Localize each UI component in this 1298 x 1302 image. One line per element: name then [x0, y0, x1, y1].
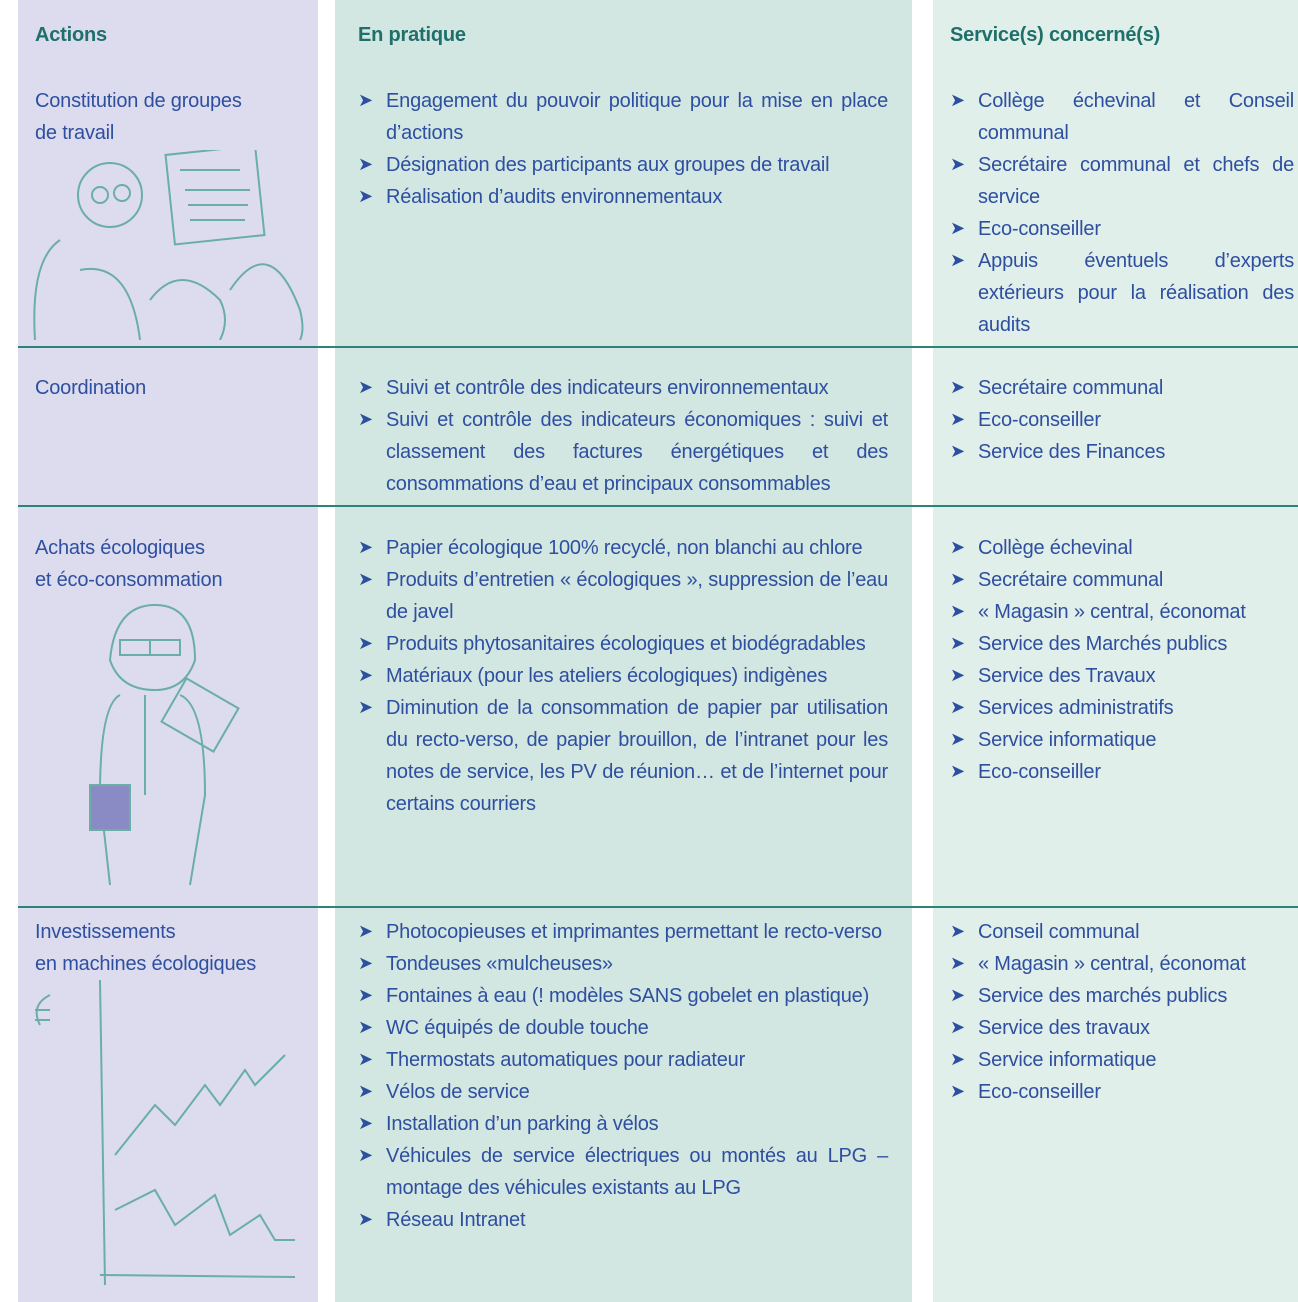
practice-item: Véhicules de service électriques ou mont…	[358, 1140, 888, 1204]
services-cell: Secrétaire communalEco-conseillerService…	[950, 372, 1294, 468]
service-item: Secrétaire communal et chefs de service	[950, 149, 1294, 213]
service-item: Collège échevinal	[950, 532, 1294, 564]
action-text: Achats écologiques	[35, 537, 205, 559]
practice-item: Engagement du pouvoir politique pour la …	[358, 85, 888, 149]
action-text: Investissements	[35, 921, 176, 943]
practice-item: Vélos de service	[358, 1076, 888, 1108]
practice-item: Papier écologique 100% recyclé, non blan…	[358, 532, 888, 564]
practice-item: Suivi et contrôle des indicateurs économ…	[358, 404, 888, 500]
service-item: Service informatique	[950, 1044, 1294, 1076]
service-item: Service des Finances	[950, 436, 1294, 468]
service-item: Service des Marchés publics	[950, 628, 1294, 660]
practice-item: WC équipés de double touche	[358, 1012, 888, 1044]
header-actions: Actions	[35, 24, 107, 46]
practice-item: Suivi et contrôle des indicateurs enviro…	[358, 372, 888, 404]
service-item: Service des travaux	[950, 1012, 1294, 1044]
service-item: « Magasin » central, économat	[950, 948, 1294, 980]
service-item: Eco-conseiller	[950, 1076, 1294, 1108]
practice-cell: Papier écologique 100% recyclé, non blan…	[358, 532, 888, 820]
practice-cell: Suivi et contrôle des indicateurs enviro…	[358, 372, 888, 500]
action-cell: Coordination	[35, 372, 305, 404]
practice-item: Produits phytosanitaires écologiques et …	[358, 628, 888, 660]
practice-item: Produits d’entretien « écologiques », su…	[358, 564, 888, 628]
service-item: Conseil communal	[950, 916, 1294, 948]
practice-cell: Photocopieuses et imprimantes permettant…	[358, 916, 888, 1236]
action-cell: Achats écologiques et éco-consommation	[35, 532, 305, 596]
service-item: Service des Travaux	[950, 660, 1294, 692]
practice-item: Fontaines à eau (! modèles SANS gobelet …	[358, 980, 888, 1012]
practice-item: Photocopieuses et imprimantes permettant…	[358, 916, 888, 948]
service-item: « Magasin » central, économat	[950, 596, 1294, 628]
header-practice: En pratique	[358, 24, 466, 46]
services-cell: Conseil communal« Magasin » central, éco…	[950, 916, 1294, 1108]
practice-item: Thermostats automatiques pour radiateur	[358, 1044, 888, 1076]
service-item: Service informatique	[950, 724, 1294, 756]
header-services: Service(s) concerné(s)	[950, 24, 1161, 46]
practice-item: Désignation des participants aux groupes…	[358, 149, 888, 181]
action-text: en machines écologiques	[35, 953, 257, 975]
service-item: Secrétaire communal	[950, 372, 1294, 404]
row-separator	[18, 346, 1298, 348]
service-item: Services administratifs	[950, 692, 1294, 724]
services-cell: Collège échevinal et Conseil communalSec…	[950, 85, 1294, 341]
actions-column	[18, 0, 318, 1302]
practice-item: Installation d’un parking à vélos	[358, 1108, 888, 1140]
action-text: et éco-consommation	[35, 569, 223, 591]
action-text: de travail	[35, 122, 115, 144]
service-item: Appuis éventuels d’experts extérieurs po…	[950, 245, 1294, 341]
practice-item: Réseau Intranet	[358, 1204, 888, 1236]
services-cell: Collège échevinalSecrétaire communal« Ma…	[950, 532, 1294, 788]
service-item: Collège échevinal et Conseil communal	[950, 85, 1294, 149]
action-cell: Constitution de groupes de travail	[35, 85, 305, 149]
row-separator	[18, 505, 1298, 507]
practice-item: Matériaux (pour les ateliers écologiques…	[358, 660, 888, 692]
practice-item: Tondeuses «mulcheuses»	[358, 948, 888, 980]
service-item: Eco-conseiller	[950, 756, 1294, 788]
practice-item: Réalisation d’audits environnementaux	[358, 181, 888, 213]
action-cell: Investissements en machines écologiques	[35, 916, 305, 980]
practice-item: Diminution de la consommation de papier …	[358, 692, 888, 820]
practice-cell: Engagement du pouvoir politique pour la …	[358, 85, 888, 213]
meeting-sketch	[33, 150, 304, 340]
chart-sketch	[35, 979, 296, 1285]
action-text: Coordination	[35, 377, 147, 399]
service-item: Eco-conseiller	[950, 213, 1294, 245]
service-item: Eco-conseiller	[950, 404, 1294, 436]
service-item: Secrétaire communal	[950, 564, 1294, 596]
service-item: Service des marchés publics	[950, 980, 1294, 1012]
action-text: Constitution de groupes	[35, 90, 242, 112]
shopper-sketch	[89, 603, 240, 886]
row-separator	[18, 906, 1298, 908]
